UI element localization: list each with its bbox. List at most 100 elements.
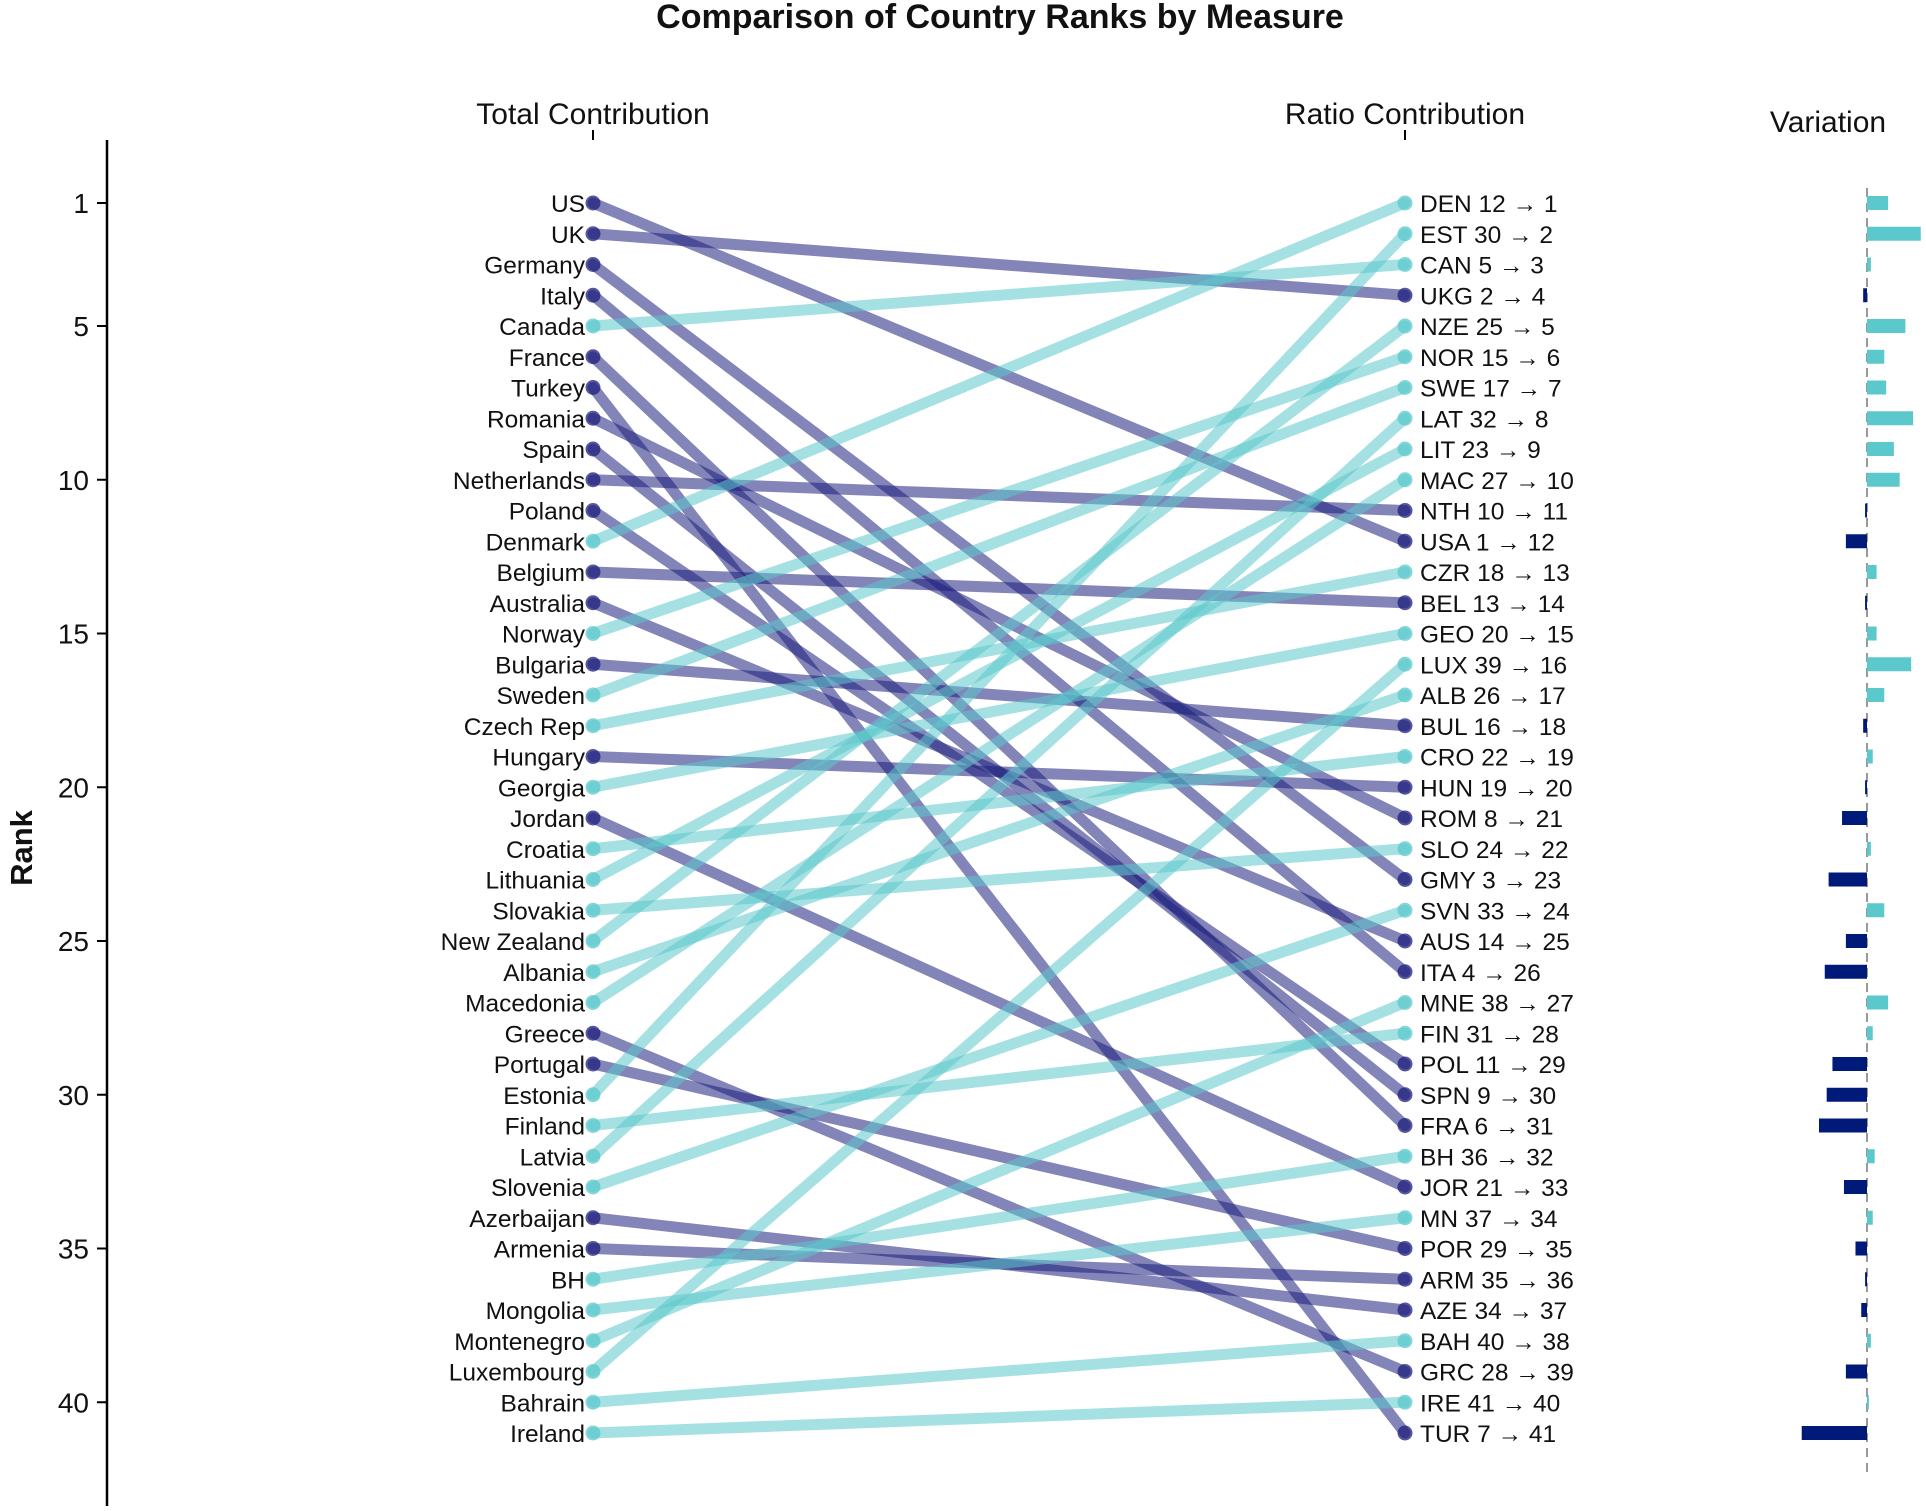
left-point (585, 410, 601, 426)
variation-bar (1824, 964, 1867, 979)
y-tick-label: 40 (58, 1387, 89, 1418)
right-country-label: GEO 20 → 15 (1420, 622, 1574, 649)
left-country-label: Italy (540, 283, 586, 310)
left-country-label: Belgium (496, 560, 585, 587)
left-point (585, 1241, 601, 1256)
left-point (585, 195, 601, 211)
right-country-label: NZE 25 → 5 (1420, 314, 1555, 341)
y-tick-label: 30 (58, 1080, 89, 1111)
left-country-label: Turkey (511, 376, 586, 403)
right-point (1397, 1179, 1413, 1195)
right-point (1397, 964, 1413, 980)
right-point (1397, 1025, 1413, 1041)
left-point (585, 1179, 601, 1195)
left-country-label: Norway (502, 622, 586, 649)
left-point (585, 318, 601, 334)
right-point (1397, 287, 1413, 303)
right-country-label: BEL 13 → 14 (1420, 591, 1565, 618)
variation-bar (1867, 903, 1885, 918)
left-country-label: Greece (505, 1021, 585, 1048)
right-point (1397, 1210, 1413, 1226)
left-point (585, 872, 601, 887)
left-country-label: Denmark (486, 529, 586, 556)
right-country-label: SPN 9 → 30 (1420, 1083, 1556, 1110)
variation-bar (1842, 811, 1867, 825)
right-point (1397, 1302, 1413, 1318)
left-country-label: UK (551, 222, 586, 249)
variation-bar (1801, 1426, 1867, 1440)
y-tick-label: 15 (58, 619, 89, 650)
variation-bar (1845, 934, 1867, 948)
y-tick-label: 25 (58, 926, 89, 957)
variation-bar (1826, 1087, 1867, 1102)
variation-bar (1855, 1241, 1867, 1256)
right-country-label: GRC 28 → 39 (1420, 1360, 1574, 1387)
left-point (585, 656, 601, 672)
left-country-label: Sweden (496, 683, 585, 710)
left-point (585, 1302, 601, 1318)
slope-line (587, 658, 1411, 1377)
left-country-label: Georgia (498, 775, 586, 802)
variation-bar (1867, 995, 1889, 1010)
variation-bar (1845, 1364, 1867, 1379)
variation-bar (1843, 1180, 1867, 1194)
variation-bar (1867, 1149, 1875, 1164)
variation-bar (1867, 349, 1885, 364)
variation-bar (1832, 1057, 1867, 1071)
left-country-label: Hungary (492, 745, 585, 772)
left-point (585, 902, 601, 918)
right-point (1397, 933, 1413, 949)
slope-line (587, 843, 1411, 916)
left-point (585, 687, 601, 703)
right-point (1397, 1056, 1413, 1072)
left-country-label: France (509, 345, 585, 372)
variation-bar (1867, 626, 1877, 641)
variation-bar (1867, 749, 1873, 764)
right-point (1397, 1241, 1413, 1256)
left-country-label: Netherlands (453, 468, 585, 495)
right-country-label: MAC 27 → 10 (1420, 468, 1574, 495)
left-country-label: BH (551, 1267, 585, 1294)
slope-line (587, 320, 1411, 947)
variation-bar (1867, 657, 1912, 672)
left-country-label: Poland (509, 499, 585, 526)
slope-line (587, 566, 1411, 732)
right-country-label: CZR 18 → 13 (1420, 560, 1570, 587)
right-point (1397, 1394, 1413, 1410)
variation-bar (1865, 595, 1867, 610)
right-point (1397, 626, 1413, 641)
slope-lines-layer (587, 197, 1411, 1439)
left-point (585, 533, 601, 549)
right-country-label: FRA 6 → 31 (1420, 1114, 1553, 1141)
left-point (585, 287, 601, 303)
left-country-label: New Zealand (441, 929, 585, 956)
variation-bar (1867, 319, 1906, 333)
left-country-label: Czech Rep (464, 714, 585, 741)
right-country-label: TUR 7 → 41 (1420, 1421, 1556, 1448)
variation-bar (1865, 1272, 1867, 1287)
right-column-header: Ratio Contribution (1285, 98, 1525, 131)
left-point (585, 995, 601, 1010)
right-point (1397, 1271, 1413, 1287)
left-point (585, 749, 601, 764)
right-country-label: ITA 4 → 26 (1420, 960, 1541, 987)
variation-header: Variation (1770, 106, 1886, 139)
variation-bar (1867, 1210, 1873, 1225)
left-country-label: Luxembourg (449, 1360, 585, 1387)
left-point (585, 226, 601, 242)
right-point (1397, 779, 1413, 795)
variation-bar (1867, 442, 1894, 456)
left-point (585, 564, 601, 580)
variation-bar (1819, 1118, 1867, 1133)
left-country-label: Montenegro (454, 1329, 585, 1356)
right-country-label: MN 37 → 34 (1420, 1206, 1558, 1233)
chart-title: Comparison of Country Ranks by Measure (656, 0, 1344, 36)
right-country-label: LAT 32 → 8 (1420, 406, 1548, 433)
left-point (585, 441, 601, 457)
right-country-label: SLO 24 → 22 (1420, 837, 1568, 864)
right-point (1397, 1333, 1413, 1349)
left-point (585, 1025, 601, 1041)
right-point (1397, 687, 1413, 703)
right-point (1397, 441, 1413, 457)
